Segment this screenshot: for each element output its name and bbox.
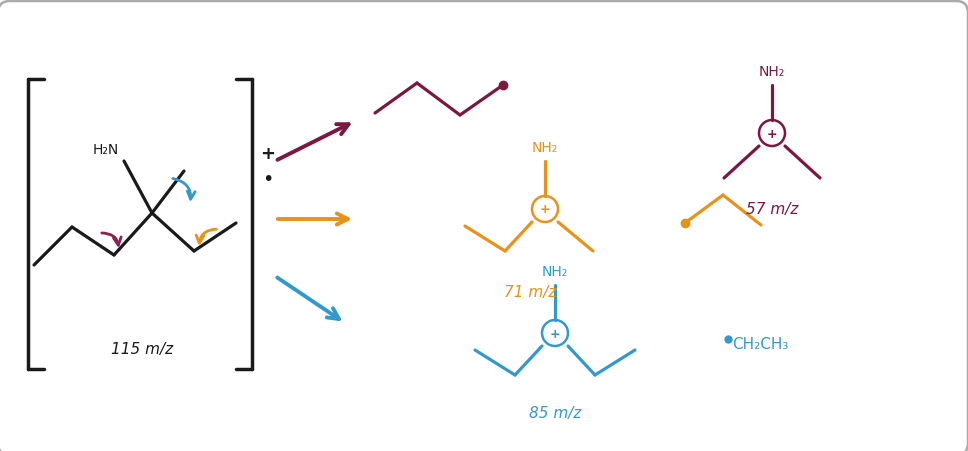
Text: NH₂: NH₂: [759, 65, 785, 79]
FancyArrowPatch shape: [197, 230, 216, 244]
Text: NH₂: NH₂: [542, 264, 568, 278]
Text: +: +: [550, 327, 560, 340]
Text: H₂N: H₂N: [93, 143, 119, 156]
Text: 57 m/z: 57 m/z: [745, 202, 799, 216]
Text: +: +: [260, 145, 275, 163]
Text: +: +: [540, 203, 551, 216]
Text: NH₂: NH₂: [531, 141, 559, 155]
Text: 71 m/z: 71 m/z: [503, 285, 557, 299]
FancyArrowPatch shape: [102, 234, 121, 246]
Text: +: +: [767, 127, 777, 140]
Text: 85 m/z: 85 m/z: [529, 405, 581, 420]
FancyArrowPatch shape: [172, 179, 196, 200]
Text: CH₂CH₃: CH₂CH₃: [732, 336, 788, 351]
Text: 115 m/z: 115 m/z: [111, 342, 173, 357]
Text: •: •: [262, 170, 273, 189]
